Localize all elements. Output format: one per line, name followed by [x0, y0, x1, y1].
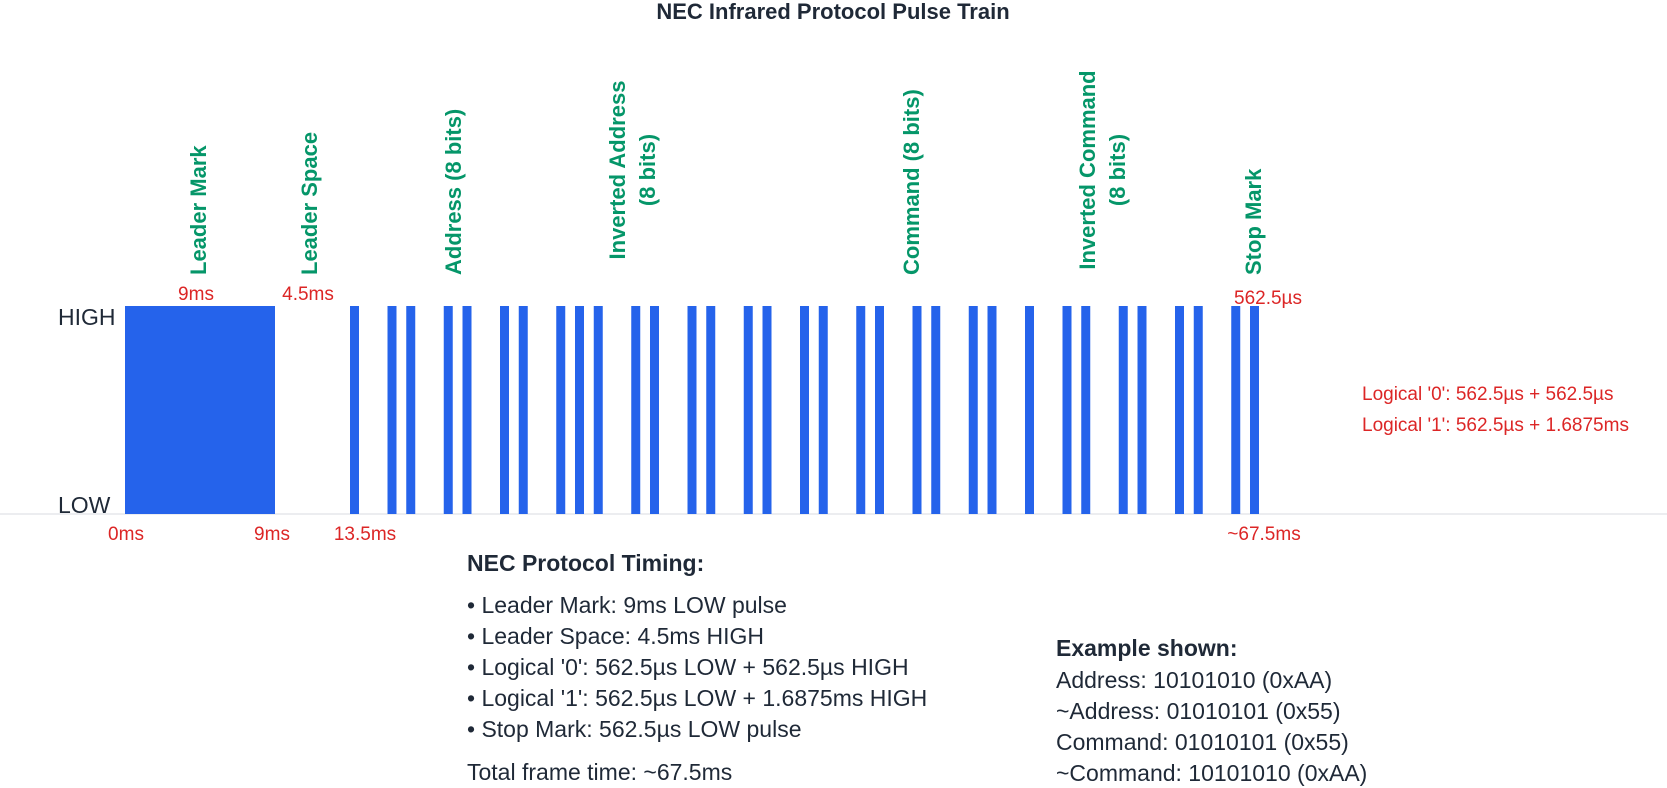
bit-legend-one: Logical '1': 562.5µs + 1.6875ms — [1362, 415, 1629, 436]
section-labels: Leader Mark Leader Space Address (8 bits) I… — [186, 70, 1266, 275]
example-panel-heading: Example shown: — [1056, 635, 1237, 661]
leader-mark-pulse — [125, 306, 275, 514]
inverted-command-bit-0-pulse — [1231, 306, 1241, 514]
address-bit-1-pulse — [462, 306, 472, 514]
timing-item: • Leader Space: 4.5ms HIGH — [467, 623, 764, 649]
stop-mark-pulse — [1250, 306, 1259, 514]
section-label-line: Leader Space — [297, 132, 322, 275]
address-bit-1-pulse — [406, 306, 416, 514]
command-bit-1-pulse — [818, 306, 828, 514]
inverted-address-bit-0-pulse — [575, 306, 584, 514]
section-label-line: Address (8 bits) — [441, 109, 466, 275]
inverted-command-bit-1-pulse — [1025, 306, 1034, 514]
total-frame-time: Total frame time: ~67.5ms — [467, 759, 732, 785]
inverted-command-bit-0-pulse — [1175, 306, 1184, 514]
pulse-train — [125, 306, 1259, 514]
example-line: Command: 01010101 (0x55) — [1056, 729, 1349, 755]
stop-mark-duration: 562.5µs — [1234, 288, 1302, 309]
time-marker-end: ~67.5ms — [1227, 524, 1300, 545]
timing-item: • Logical '1': 562.5µs LOW + 1.6875ms HI… — [467, 685, 927, 711]
timing-item: • Leader Mark: 9ms LOW pulse — [467, 592, 787, 618]
inverted-address-bit-0-pulse — [687, 306, 697, 514]
time-marker-13-5ms: 13.5ms — [334, 524, 396, 545]
inverted-address-bit-1-pulse — [650, 306, 659, 514]
section-label-line: Inverted Address — [605, 81, 630, 260]
inverted-address-bit-0-pulse — [631, 306, 641, 514]
timing-item: • Stop Mark: 562.5µs LOW pulse — [467, 716, 802, 742]
inverted-address-bit-1-pulse — [593, 306, 603, 514]
example-line: ~Address: 01010101 (0x55) — [1056, 698, 1341, 724]
high-level-label: HIGH — [58, 304, 116, 330]
bit-legend-zero: Logical '0': 562.5µs + 562.5µs — [1362, 384, 1614, 405]
timing-panel: NEC Protocol Timing: • Leader Mark: 9ms … — [467, 550, 927, 785]
timing-item: • Logical '0': 562.5µs LOW + 562.5µs HIG… — [467, 654, 909, 680]
timing-panel-heading: NEC Protocol Timing: — [467, 550, 704, 576]
command-bit-1-pulse — [931, 306, 941, 514]
inverted-address-bit-1-pulse — [706, 306, 716, 514]
section-label-line: (8 bits) — [635, 134, 660, 206]
time-marker-0ms: 0ms — [108, 524, 144, 545]
command-bit-0-pulse — [912, 306, 922, 514]
diagram-title: NEC Infrared Protocol Pulse Train — [656, 0, 1009, 24]
section-label-line: Leader Mark — [186, 145, 211, 275]
address-bit-0-pulse — [443, 306, 453, 514]
section-label-line: Stop Mark — [1241, 168, 1266, 275]
address-bit-0-pulse — [500, 306, 509, 514]
inverted-address-bit-0-pulse — [743, 306, 753, 514]
inverted-address-bit-1-pulse — [762, 306, 772, 514]
command-bit-0-pulse — [968, 306, 978, 514]
command-bit-1-pulse — [987, 306, 997, 514]
example-line: Address: 10101010 (0xAA) — [1056, 667, 1332, 693]
leader-space-duration: 4.5ms — [282, 284, 334, 305]
command-bit-0-pulse — [856, 306, 866, 514]
example-line: ~Command: 10101010 (0xAA) — [1056, 760, 1367, 786]
section-label-line: (8 bits) — [1105, 134, 1130, 206]
example-panel: Example shown: Address: 10101010 (0xAA) … — [1056, 635, 1367, 786]
inverted-command-bit-1-pulse — [1193, 306, 1203, 514]
address-bit-1-pulse — [350, 306, 359, 514]
address-bit-1-pulse — [518, 306, 528, 514]
inverted-command-bit-0-pulse — [1118, 306, 1128, 514]
address-bit-0-pulse — [556, 306, 566, 514]
address-bit-0-pulse — [387, 306, 397, 514]
command-bit-1-pulse — [875, 306, 884, 514]
time-marker-9ms: 9ms — [254, 524, 290, 545]
section-label-line: Inverted Command — [1075, 70, 1100, 269]
command-bit-0-pulse — [800, 306, 809, 514]
inverted-command-bit-0-pulse — [1062, 306, 1072, 514]
section-label-line: Command (8 bits) — [899, 89, 924, 275]
inverted-command-bit-1-pulse — [1137, 306, 1147, 514]
inverted-command-bit-1-pulse — [1081, 306, 1091, 514]
leader-mark-duration: 9ms — [178, 284, 214, 305]
